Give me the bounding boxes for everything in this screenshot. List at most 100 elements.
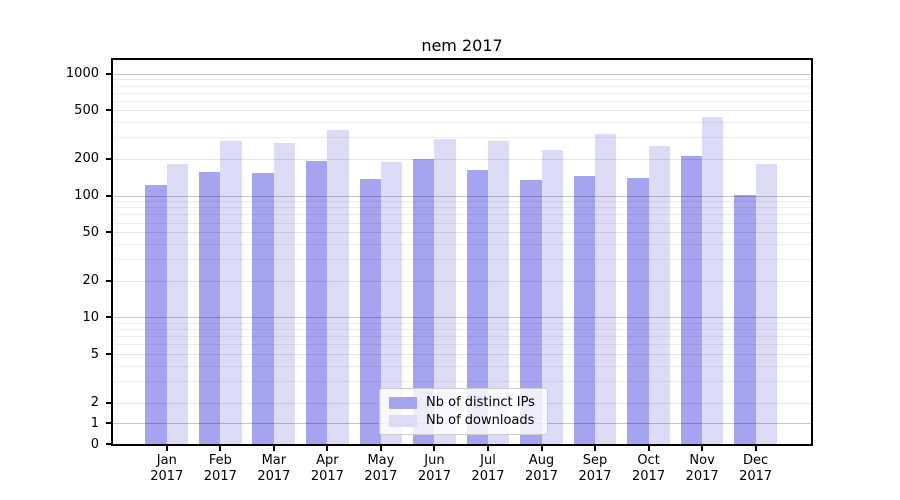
gridline-minor-y-90 [113,201,811,203]
legend-swatch-downloads [389,414,417,427]
gridline-y-200 [113,158,811,160]
bar-ips-aug [520,180,542,444]
x-tick-label-jan: Jan 2017 [137,453,197,485]
x-tick-label-oct: Oct 2017 [619,453,679,485]
y-tick-mark [106,353,111,356]
legend: Nb of distinct IPs Nb of downloads [379,388,548,435]
x-tick-year: 2017 [685,469,719,484]
bar-ips-nov [680,155,703,444]
gridline-y-20 [113,280,811,282]
chart-title: nem 2017 [421,36,503,55]
y-tick-label: 500 [74,102,99,118]
x-tick-month: Jul [480,453,496,468]
x-tick-month: Nov [689,453,715,468]
y-tick-label: 1000 [65,66,99,82]
bar-ips-oct [627,177,649,444]
x-tick-label-dec: Dec 2017 [726,453,786,485]
gridline-minor-y-600 [113,100,811,102]
gridline-minor-y-70 [113,214,811,216]
gridline-minor-y-300 [113,137,811,139]
y-tick-mark [106,231,111,234]
bar-downloads-may [380,161,403,444]
gridline-minor-y-7 [113,336,811,338]
x-tick-month: Jun [424,453,445,468]
x-tick-mark [379,446,382,451]
y-tick-label: 10 [82,309,99,325]
y-tick-mark [106,401,111,404]
x-tick-month: Sep [582,453,608,468]
x-tick-year: 2017 [257,469,291,484]
gridline-minor-y-9 [113,322,811,324]
bar-downloads-nov [702,116,724,444]
x-tick-mark [701,446,704,451]
x-tick-mark [540,446,543,451]
x-tick-month: Feb [208,453,232,468]
legend-label-distinct-ips: Nb of distinct IPs [426,394,535,410]
gridline-y-1000 [113,73,811,75]
y-tick-mark [106,109,111,112]
gridline-minor-y-30 [113,259,811,261]
x-tick-year: 2017 [632,469,666,484]
bar-ips-jun [413,158,435,444]
x-tick-label-nov: Nov 2017 [672,453,732,485]
x-tick-mark [647,446,650,451]
x-tick-month: Mar [261,453,287,468]
bar-downloads-jul [487,140,510,444]
x-tick-mark [165,446,168,451]
x-tick-label-apr: Apr 2017 [297,453,357,485]
bar-ips-jul [466,170,488,444]
x-tick-month: Aug [528,453,555,468]
x-tick-label-may: May 2017 [351,453,411,485]
x-tick-label-mar: Mar 2017 [244,453,304,485]
gridline-y-10 [113,317,811,319]
gridline-minor-y-80 [113,207,811,209]
x-tick-label-feb: Feb 2017 [190,453,250,485]
y-tick-label: 5 [90,346,99,362]
gridline-minor-y-6 [113,344,811,346]
legend-item-downloads: Nb of downloads [389,412,538,428]
y-tick-label: 50 [82,224,99,240]
x-tick-mark [272,446,275,451]
legend-label-downloads: Nb of downloads [426,412,535,428]
y-tick-mark [106,279,111,282]
x-tick-month: Dec [743,453,769,468]
gridline-minor-y-40 [113,244,811,246]
bar-downloads-dec [755,163,778,444]
y-tick-mark [106,194,111,197]
y-tick-label: 200 [74,151,99,167]
bar-downloads-jun [434,139,456,444]
gridline-y-100 [113,195,811,197]
x-tick-mark [433,446,436,451]
gridline-minor-y-900 [113,79,811,81]
y-tick-label: 0 [90,436,99,452]
gridline-minor-y-3 [113,381,811,383]
bar-downloads-aug [541,149,563,444]
x-tick-mark [486,446,489,451]
legend-swatch-distinct-ips [389,396,417,409]
bar-ips-sep [573,175,596,444]
gridline-minor-y-800 [113,85,811,87]
x-tick-year: 2017 [417,469,451,484]
gridline-minor-y-4 [113,365,811,367]
bar-downloads-feb [220,140,242,444]
x-tick-year: 2017 [524,469,559,484]
bar-ips-may [359,179,381,444]
bar-downloads-mar [273,143,296,444]
x-tick-month: Oct [637,453,660,468]
x-tick-month: Jan [156,453,177,468]
gridline-minor-y-8 [113,329,811,331]
y-tick-mark [106,443,111,445]
gridline-minor-y-700 [113,92,811,94]
x-tick-label-sep: Sep 2017 [565,453,625,485]
gridline-minor-y-60 [113,222,811,224]
bar-downloads-jan [166,164,189,444]
bar-ips-mar [252,173,274,444]
x-tick-label-aug: Aug 2017 [512,453,572,485]
bar-downloads-oct [648,146,670,444]
x-tick-mark [326,446,329,451]
x-tick-month: Apr [316,453,339,468]
x-tick-year: 2017 [739,469,773,484]
bar-ips-apr [305,161,328,444]
bar-ips-dec [734,194,756,444]
x-tick-year: 2017 [578,469,612,484]
